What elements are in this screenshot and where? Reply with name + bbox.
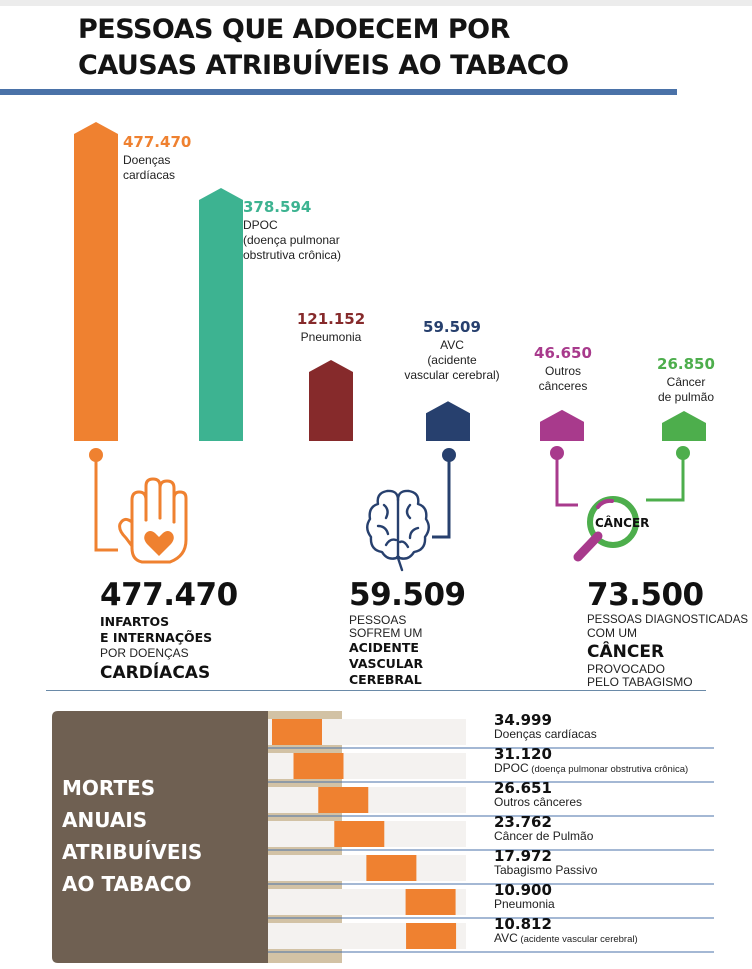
bar <box>406 923 457 949</box>
death-label: Câncer de Pulmão <box>494 829 594 843</box>
highlight-cancer: 73.500 PESSOAS DIAGNOSTICADAS COM UM CÂN… <box>587 578 752 689</box>
bar-label-group: 378.594 DPOC (doença pulmonar obstrutiva… <box>243 198 413 263</box>
death-value: 10.812 <box>494 915 552 933</box>
highlight-line: ACIDENTE <box>349 640 419 655</box>
bar-value-label: 59.509 <box>423 318 481 336</box>
highlight-line: VASCULAR <box>349 656 424 671</box>
bar <box>662 411 706 441</box>
brain-icon <box>366 489 430 572</box>
bar-value-label: 378.594 <box>243 198 312 216</box>
highlight-number: 73.500 <box>587 577 704 613</box>
bar-label-group: 477.470 Doenças cardíacas <box>123 133 273 183</box>
bar-category-label: Outros cânceres <box>538 364 588 393</box>
highlight-line: INFARTOS <box>100 614 170 629</box>
purple-connector <box>550 446 578 507</box>
bar <box>199 188 243 441</box>
bar-label-group: 46.650 Outros cânceres <box>520 344 606 394</box>
sick-people-chart <box>74 122 706 441</box>
bar <box>318 787 369 813</box>
death-label: Outros cânceres <box>494 795 583 809</box>
highlight-line: PROVOCADO <box>587 662 666 676</box>
bar-category-label: Câncer de pulmão <box>657 375 715 404</box>
death-value: 34.999 <box>494 711 552 729</box>
deaths-list: 34.999 Doenças cardíacas 31.120 DPOC (doenç… <box>494 712 714 950</box>
bar <box>366 855 417 881</box>
highlight-line: SOFREM UM <box>349 626 423 640</box>
highlight-line: CARDÍACAS <box>100 663 211 683</box>
bar-label-group: 26.850 Câncer de pulmão <box>638 355 734 405</box>
orange-connector <box>89 448 118 552</box>
bar-label-group: 121.152 Pneumonia <box>283 310 379 345</box>
highlight-line: CEREBRAL <box>349 672 422 687</box>
bar <box>293 753 344 779</box>
death-value: 17.972 <box>494 847 552 865</box>
bar-category-label: Pneumonia <box>300 330 362 344</box>
green-connector <box>646 446 690 502</box>
bar <box>334 821 385 847</box>
highlight-line: POR DOENÇAS <box>100 646 189 660</box>
death-value: 31.120 <box>494 745 552 763</box>
section-divider <box>46 690 706 691</box>
connectors-and-icons <box>89 446 690 572</box>
death-row: 31.120 DPOC (doença pulmonar obstrutiva c… <box>494 746 714 780</box>
magnifier-text: CÂNCER <box>595 516 650 530</box>
top-strip <box>0 0 752 6</box>
highlight-heart: 477.470 INFARTOS E INTERNAÇÕES POR DOENÇ… <box>100 578 320 683</box>
title-line-2: CAUSAS ATRIBUÍVEIS AO TABACO <box>78 50 569 81</box>
bar-value-label: 477.470 <box>123 133 192 151</box>
death-row: 17.972 Tabagismo Passivo <box>494 848 714 882</box>
death-value: 26.651 <box>494 779 552 797</box>
deaths-panel <box>52 711 268 963</box>
navy-connector <box>432 448 456 539</box>
highlight-stroke: 59.509 PESSOAS SOFREM UM ACIDENTE VASCUL… <box>349 578 549 688</box>
bar <box>272 719 322 745</box>
highlight-line: PESSOAS <box>349 613 407 627</box>
death-value: 23.762 <box>494 813 552 831</box>
bar-value-label: 121.152 <box>296 310 366 328</box>
death-label: Pneumonia <box>494 897 555 911</box>
highlight-line: CÂNCER <box>587 642 665 662</box>
death-value: 10.900 <box>494 881 552 899</box>
bar-value-label: 26.850 <box>657 355 715 373</box>
highlight-number: 477.470 <box>100 577 238 613</box>
bar <box>540 409 584 441</box>
bar <box>309 360 353 441</box>
bar <box>405 889 456 915</box>
title-rule <box>0 89 677 95</box>
bar <box>426 401 470 441</box>
deaths-chart-title: MORTES ANUAIS ATRIBUÍVEIS AO TABACO <box>62 776 203 896</box>
magnifier-icon <box>573 496 639 562</box>
death-row: 23.762 Câncer de Pulmão <box>494 814 714 848</box>
death-row: 10.900 Pneumonia <box>494 882 714 916</box>
death-label: Tabagismo Passivo <box>494 863 598 877</box>
highlight-line: PESSOAS DIAGNOSTICADAS <box>587 614 749 626</box>
highlight-line: PELO TABAGISMO <box>587 675 693 689</box>
death-label: DPOC (doença pulmonar obstrutiva crônica… <box>494 761 689 776</box>
deaths-chart <box>52 711 714 963</box>
bar-category-label: Doenças cardíacas <box>123 153 176 182</box>
death-row: 26.651 Outros cânceres <box>494 780 714 814</box>
title-line-1: PESSOAS QUE ADOECEM POR <box>78 14 510 45</box>
bar-label-group: 59.509 AVC (acidente vascular cerebral) <box>392 318 512 383</box>
bar <box>74 122 118 441</box>
death-row: 34.999 Doenças cardíacas <box>494 712 714 746</box>
death-row: 10.812 AVC (acidente vascular cerebral) <box>494 916 714 950</box>
bar-category-label: DPOC (doença pulmonar obstrutiva crônica… <box>243 218 342 262</box>
bar-value-label: 46.650 <box>534 344 592 362</box>
highlight-line: COM UM <box>587 626 637 640</box>
bar-category-label: AVC (acidente vascular cerebral) <box>404 338 500 382</box>
death-label: AVC (acidente vascular cerebral) <box>494 931 638 946</box>
hand-heart-icon <box>118 477 188 564</box>
highlight-line: E INTERNAÇÕES <box>100 630 213 645</box>
highlight-number: 59.509 <box>349 577 466 613</box>
page-title: PESSOAS QUE ADOECEM POR CAUSAS ATRIBUÍVE… <box>78 12 718 84</box>
death-label: Doenças cardíacas <box>494 727 597 741</box>
